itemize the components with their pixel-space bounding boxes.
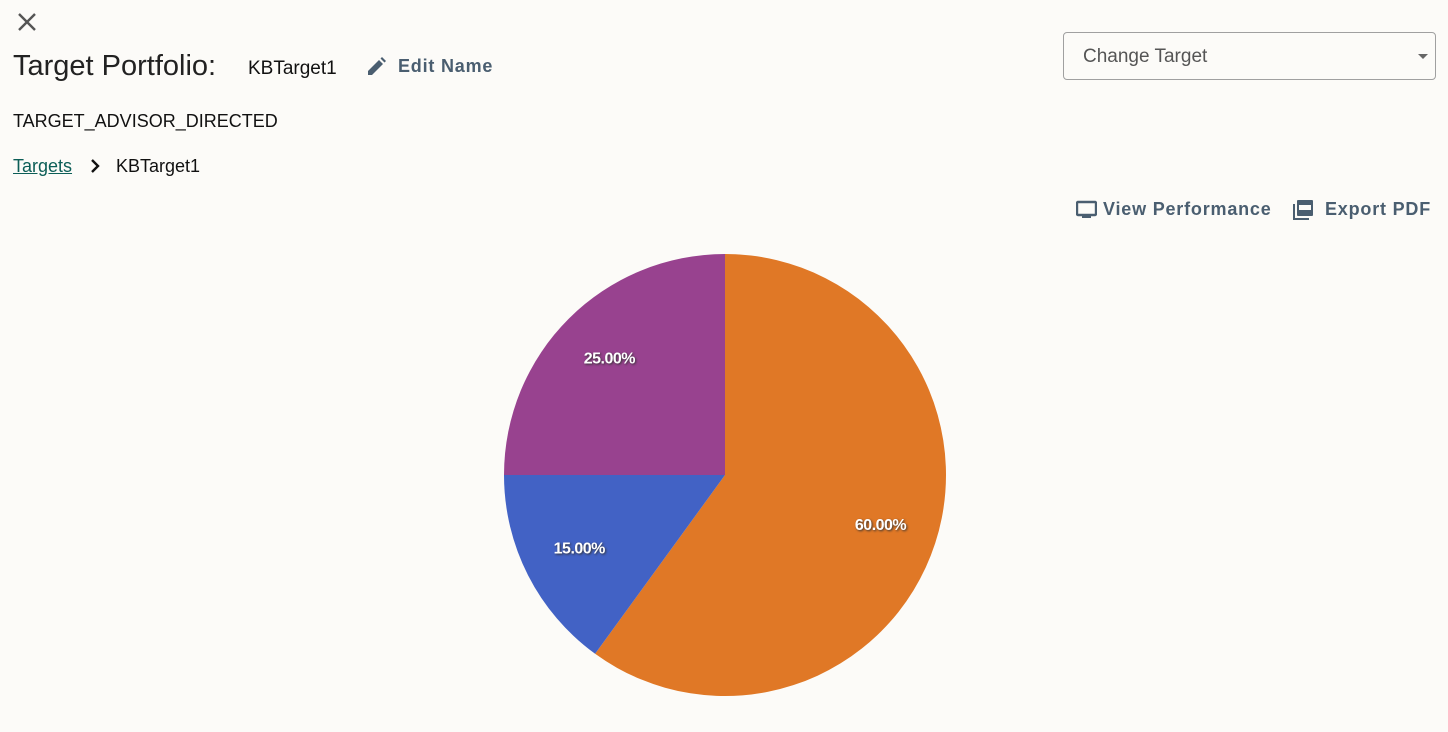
portfolio-name: KBTarget1: [248, 58, 337, 79]
target-type: TARGET_ADVISOR_DIRECTED: [13, 111, 278, 131]
change-target-dropdown[interactable]: Change Target: [1063, 32, 1436, 80]
view-performance-button[interactable]: View Performance: [1076, 199, 1272, 220]
dropdown-caret: [1418, 54, 1428, 59]
slice-label: 25.00%: [584, 351, 636, 368]
pdf-icon: [1293, 199, 1313, 220]
close-button[interactable]: [16, 12, 40, 34]
dropdown-placeholder: Change Target: [1083, 46, 1208, 67]
export-pdf-label: Export PDF: [1325, 199, 1432, 219]
view-performance-label: View Performance: [1103, 199, 1272, 219]
edit-name-label: Edit Name: [398, 56, 494, 76]
pie-slice: [595, 254, 946, 696]
breadcrumb-link[interactable]: Targets: [13, 156, 73, 176]
edit-name-button[interactable]: Edit Name: [366, 56, 493, 77]
slice-label: 60.00%: [855, 517, 907, 534]
monitor-icon: [1076, 200, 1097, 218]
pie-slice: [504, 254, 725, 475]
export-pdf-button[interactable]: Export PDF: [1293, 199, 1431, 220]
page-title: Target Portfolio:: [13, 50, 217, 82]
slice-label: 15.00%: [554, 540, 606, 557]
pie-slice: [503, 475, 725, 654]
breadcrumb-current: KBTarget1: [116, 156, 201, 176]
pencil-icon: [368, 56, 386, 75]
breadcrumb-chevron: [91, 159, 100, 173]
